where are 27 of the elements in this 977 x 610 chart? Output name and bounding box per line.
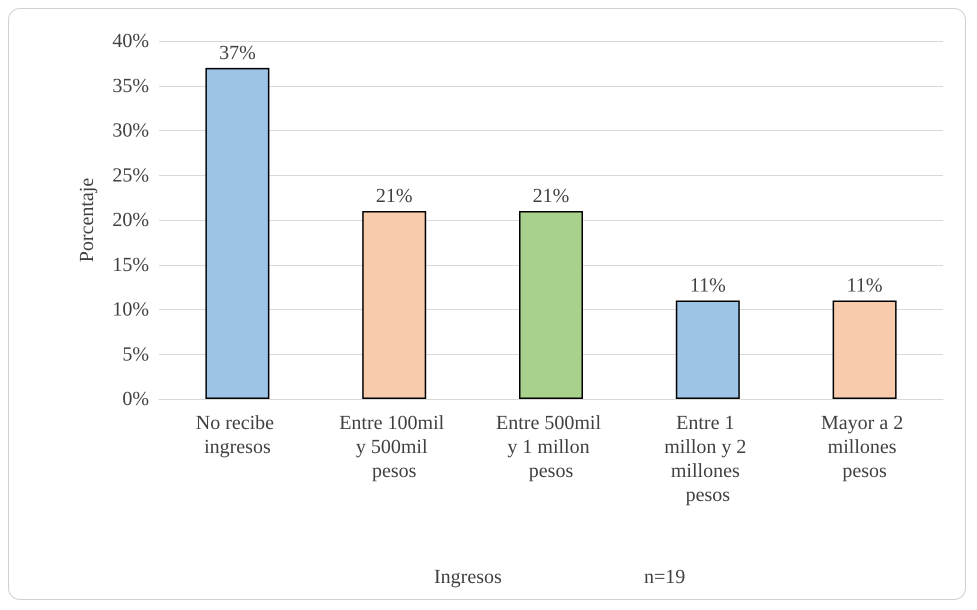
bar bbox=[832, 300, 897, 399]
y-tick-label: 5% bbox=[122, 343, 149, 366]
data-label: 11% bbox=[690, 274, 726, 297]
x-tick-label: No recibe ingresos bbox=[196, 412, 280, 458]
y-tick-label: 30% bbox=[112, 120, 149, 142]
data-label: 37% bbox=[219, 42, 256, 64]
bar bbox=[676, 300, 740, 399]
x-tick-label: Entre 500mil y 1 millon pesos bbox=[496, 412, 606, 482]
y-axis-title: Porcentaje bbox=[76, 178, 98, 262]
y-tick-label: 35% bbox=[112, 74, 149, 97]
x-tick-label: Entre 100mil y 500mil pesos bbox=[339, 412, 450, 482]
data-label: 21% bbox=[532, 185, 570, 208]
x-tick-label: Mayor a 2 millones pesos bbox=[821, 412, 908, 482]
text: n=19 bbox=[644, 566, 686, 588]
bar bbox=[519, 211, 583, 399]
bar bbox=[205, 68, 270, 399]
bar bbox=[362, 211, 426, 399]
x-tick-label: Entre 1 millon y 2 millones pesos bbox=[664, 412, 752, 506]
y-tick-label: 10% bbox=[112, 298, 149, 320]
data-label: 21% bbox=[376, 185, 413, 208]
y-tick-label: 15% bbox=[112, 254, 149, 276]
y-tick-label: 40% bbox=[112, 30, 149, 52]
x-axis-title: Ingresos bbox=[434, 566, 502, 588]
y-tick-label: 25% bbox=[112, 164, 149, 186]
data-label: 11% bbox=[846, 274, 883, 297]
y-tick-label: 20% bbox=[112, 209, 149, 231]
y-tick-label: 0% bbox=[122, 388, 149, 410]
